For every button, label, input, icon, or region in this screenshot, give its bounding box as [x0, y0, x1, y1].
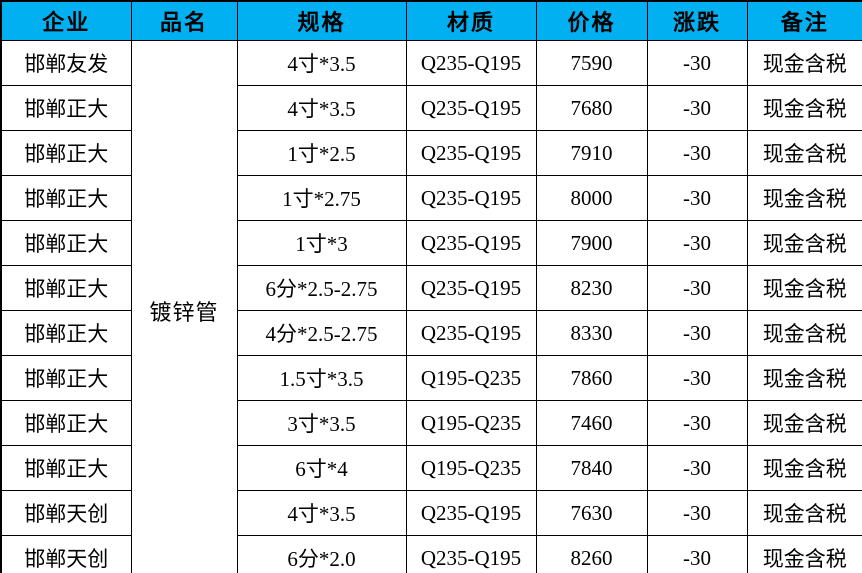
note-cell: 现金含税: [746, 400, 862, 446]
note-cell: 现金含税: [746, 85, 862, 131]
spec-cell: 6寸*4: [236, 445, 407, 491]
price-cell: 7840: [535, 445, 648, 491]
company-cell: 邯郸天创: [0, 490, 132, 536]
spec-cell: 1寸*3: [236, 220, 407, 266]
note-cell: 现金含税: [746, 310, 862, 356]
note-cell: 现金含税: [746, 220, 862, 266]
material-cell: Q235-Q195: [405, 490, 537, 536]
change-cell: -30: [646, 400, 748, 446]
table-row: 邯郸正大 1.5寸*3.5 Q195-Q235 7860 -30 现金含税: [0, 355, 862, 401]
header-spec: 规格: [236, 0, 407, 41]
table-row: 邯郸正大 3寸*3.5 Q195-Q235 7460 -30 现金含税: [0, 400, 862, 446]
table-row: 邯郸正大 1寸*2.5 Q235-Q195 7910 -30 现金含税: [0, 130, 862, 176]
company-cell: 邯郸友发: [0, 40, 132, 86]
change-cell: -30: [646, 220, 748, 266]
note-cell: 现金含税: [746, 490, 862, 536]
table-row: 邯郸友发 镀锌管 4寸*3.5 Q235-Q195 7590 -30 现金含税: [0, 40, 862, 573]
spec-cell: 1.5寸*3.5: [236, 355, 407, 401]
company-cell: 邯郸正大: [0, 400, 132, 446]
price-cell: 8000: [535, 175, 648, 221]
change-cell: -30: [646, 445, 748, 491]
table-row: 邯郸正大 4寸*3.5 Q235-Q195 7680 -30 现金含税: [0, 85, 862, 131]
table-header: 企业 品名 规格 材质 价格 涨跌 备注: [0, 0, 862, 41]
material-cell: Q235-Q195: [405, 40, 537, 86]
note-cell: 现金含税: [746, 130, 862, 176]
change-cell: -30: [646, 85, 748, 131]
material-cell: Q195-Q235: [405, 445, 537, 491]
header-product: 品名: [130, 0, 238, 41]
table-row: 邯郸正大 1寸*3 Q235-Q195 7900 -30 现金含税: [0, 220, 862, 266]
company-cell: 邯郸正大: [0, 85, 132, 131]
change-cell: -30: [646, 310, 748, 356]
table-body: 邯郸友发 镀锌管 4寸*3.5 Q235-Q195 7590 -30 现金含税 邯郸正大 4寸*…: [0, 40, 862, 573]
spec-cell: 6分*2.0: [236, 535, 407, 573]
note-cell: 现金含税: [746, 40, 862, 86]
note-cell: 现金含税: [746, 445, 862, 491]
table-row: 邯郸正大 4分*2.5-2.75 Q235-Q195 8330 -30 现金含税: [0, 310, 862, 356]
company-cell: 邯郸正大: [0, 355, 132, 401]
price-cell: 8230: [535, 265, 648, 311]
change-cell: -30: [646, 535, 748, 573]
company-cell: 邯郸正大: [0, 265, 132, 311]
table-row: 邯郸正大 1寸*2.75 Q235-Q195 8000 -30 现金含税: [0, 175, 862, 221]
material-cell: Q235-Q195: [405, 130, 537, 176]
spec-cell: 4分*2.5-2.75: [236, 310, 407, 356]
header-row: 企业 品名 规格 材质 价格 涨跌 备注: [0, 0, 862, 41]
material-cell: Q235-Q195: [405, 310, 537, 356]
header-company: 企业: [0, 0, 132, 41]
change-cell: -30: [646, 265, 748, 311]
price-cell: 8260: [535, 535, 648, 573]
spec-cell: 1寸*2.75: [236, 175, 407, 221]
change-cell: -30: [646, 130, 748, 176]
note-cell: 现金含税: [746, 265, 862, 311]
header-change: 涨跌: [646, 0, 748, 41]
change-cell: -30: [646, 355, 748, 401]
product-name-cell: 镀锌管: [130, 40, 238, 573]
table-row: 邯郸正大 6分*2.5-2.75 Q235-Q195 8230 -30 现金含税: [0, 265, 862, 311]
price-cell: 7630: [535, 490, 648, 536]
change-cell: -30: [646, 490, 748, 536]
change-cell: -30: [646, 175, 748, 221]
header-note: 备注: [746, 0, 862, 41]
note-cell: 现金含税: [746, 535, 862, 573]
company-cell: 邯郸正大: [0, 175, 132, 221]
material-cell: Q235-Q195: [405, 265, 537, 311]
price-cell: 8330: [535, 310, 648, 356]
table-row: 邯郸天创 4寸*3.5 Q235-Q195 7630 -30 现金含税: [0, 490, 862, 536]
material-cell: Q235-Q195: [405, 175, 537, 221]
material-cell: Q195-Q235: [405, 355, 537, 401]
price-cell: 7680: [535, 85, 648, 131]
spec-cell: 4寸*3.5: [236, 85, 407, 131]
price-cell: 7590: [535, 40, 648, 86]
company-cell: 邯郸正大: [0, 220, 132, 266]
price-cell: 7910: [535, 130, 648, 176]
company-cell: 邯郸正大: [0, 310, 132, 356]
company-cell: 邯郸正大: [0, 445, 132, 491]
header-price: 价格: [535, 0, 648, 41]
company-cell: 邯郸天创: [0, 535, 132, 573]
header-material: 材质: [405, 0, 537, 41]
material-cell: Q235-Q195: [405, 535, 537, 573]
note-cell: 现金含税: [746, 355, 862, 401]
price-cell: 7460: [535, 400, 648, 446]
company-cell: 邯郸正大: [0, 130, 132, 176]
spec-cell: 1寸*2.5: [236, 130, 407, 176]
spec-cell: 6分*2.5-2.75: [236, 265, 407, 311]
note-cell: 现金含税: [746, 175, 862, 221]
spec-cell: 4寸*3.5: [236, 40, 407, 86]
spec-cell: 4寸*3.5: [236, 490, 407, 536]
material-cell: Q195-Q235: [405, 400, 537, 446]
price-cell: 7860: [535, 355, 648, 401]
price-cell: 7900: [535, 220, 648, 266]
table-row: 邯郸天创 6分*2.0 Q235-Q195 8260 -30 现金含税: [0, 535, 862, 573]
material-cell: Q235-Q195: [405, 85, 537, 131]
material-cell: Q235-Q195: [405, 220, 537, 266]
table-row: 邯郸正大 6寸*4 Q195-Q235 7840 -30 现金含税: [0, 445, 862, 491]
change-cell: -30: [646, 40, 748, 86]
spec-cell: 3寸*3.5: [236, 400, 407, 446]
